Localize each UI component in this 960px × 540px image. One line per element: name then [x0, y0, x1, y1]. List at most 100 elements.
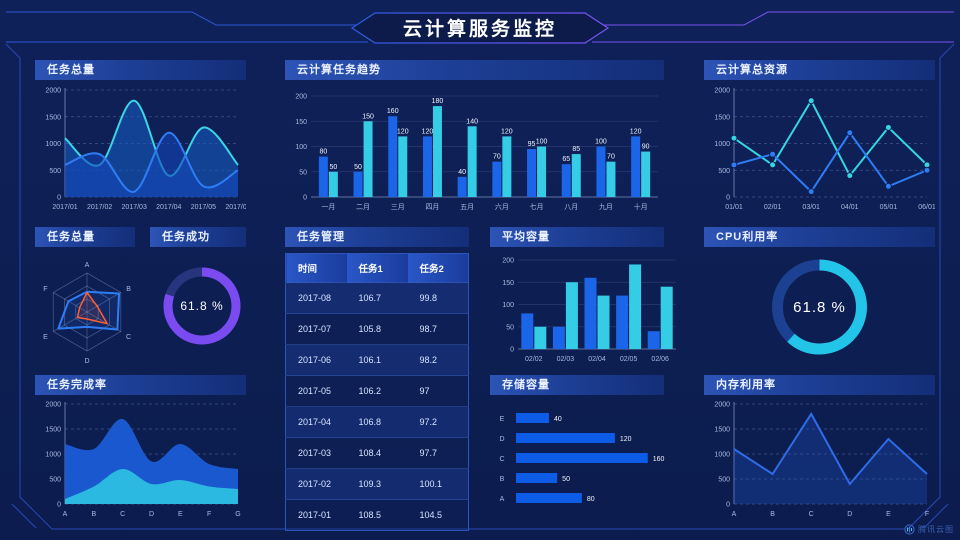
svg-text:120: 120 — [422, 128, 434, 135]
svg-text:160: 160 — [387, 108, 399, 115]
panel-title-avg-capacity: 平均容量 — [490, 227, 664, 247]
svg-text:G: G — [235, 511, 240, 518]
tencent-cloud-logo-icon — [904, 524, 915, 535]
svg-text:D: D — [149, 511, 154, 518]
svg-text:02/05: 02/05 — [620, 356, 638, 363]
svg-text:2017/01: 2017/01 — [52, 204, 77, 211]
svg-text:E: E — [43, 334, 48, 341]
svg-text:七月: 七月 — [530, 202, 544, 211]
svg-text:A: A — [85, 262, 90, 269]
svg-text:四月: 四月 — [425, 203, 439, 211]
svg-text:D: D — [499, 436, 504, 443]
svg-text:0: 0 — [57, 195, 61, 202]
svg-text:五月: 五月 — [460, 203, 474, 211]
svg-text:120: 120 — [397, 128, 409, 135]
svg-text:0: 0 — [510, 347, 514, 354]
svg-text:2000: 2000 — [714, 402, 730, 409]
svg-text:2017/04: 2017/04 — [156, 204, 181, 211]
svg-text:500: 500 — [49, 168, 61, 175]
svg-text:B: B — [770, 511, 775, 518]
table-header-row: 时间 任务1 任务2 — [285, 253, 469, 283]
svg-text:一月: 一月 — [321, 203, 335, 211]
table-row: 2017-03 108.4 97.7 — [285, 437, 469, 469]
panel-title-memory: 内存利用率 — [704, 375, 935, 395]
tasks-total-area-chart: 0 500 1000 1500 2000 2017/01 2017/02 2017/03 201… — [35, 82, 250, 213]
svg-text:2017/06: 2017/06 — [225, 204, 246, 211]
svg-text:70: 70 — [607, 154, 615, 161]
svg-text:180: 180 — [432, 98, 444, 105]
svg-text:50: 50 — [329, 164, 337, 171]
svg-text:1000: 1000 — [45, 141, 61, 148]
svg-text:C: C — [120, 511, 125, 518]
svg-text:05/01: 05/01 — [880, 204, 898, 211]
svg-text:100: 100 — [295, 144, 307, 151]
svg-text:100: 100 — [536, 139, 548, 146]
svg-text:C: C — [809, 511, 814, 518]
table-row: 2017-06 106.1 98.2 — [285, 344, 469, 376]
table-row: 2017-08 106.7 99.8 — [285, 282, 469, 314]
svg-text:1000: 1000 — [714, 141, 730, 148]
svg-text:150: 150 — [502, 280, 514, 287]
svg-text:1000: 1000 — [45, 452, 61, 459]
task-success-gauge: 61.8 % — [152, 246, 252, 366]
table-row: 2017-04 106.8 97.2 — [285, 406, 469, 438]
svg-text:95: 95 — [528, 141, 536, 148]
svg-text:A: A — [63, 511, 68, 518]
trend-bar-chart: 0 50 100 150 200 一月 80 50 二月 50 150 三月 160 120 四月 120 18… — [285, 82, 664, 213]
panel-title-storage: 存储容量 — [490, 375, 664, 395]
svg-text:十月: 十月 — [634, 202, 648, 211]
svg-text:0: 0 — [726, 502, 730, 509]
svg-text:E: E — [178, 511, 183, 518]
svg-text:C: C — [499, 456, 504, 463]
svg-text:1500: 1500 — [45, 114, 61, 121]
svg-text:200: 200 — [295, 94, 307, 101]
panel-title-tasks-radar: 任务总量 — [35, 227, 135, 247]
panel-title-task-success: 任务成功 — [150, 227, 246, 247]
svg-text:2017/03: 2017/03 — [122, 204, 147, 211]
task-table: 时间 任务1 任务2 2017-08 106.7 99.8 2017-07 105.8 9… — [285, 253, 469, 531]
svg-text:120: 120 — [501, 128, 513, 135]
svg-text:120: 120 — [630, 128, 642, 135]
svg-text:50: 50 — [354, 164, 362, 171]
panel-title-cpu: CPU利用率 — [704, 227, 935, 247]
svg-text:50: 50 — [506, 324, 514, 331]
svg-text:B: B — [500, 476, 505, 483]
storage-hbar-chart: E 40 D 120 C 160 B 50 A 80 — [490, 398, 690, 516]
svg-text:2017/02: 2017/02 — [87, 204, 112, 211]
page-title: 云计算服务监控 — [402, 19, 557, 40]
svg-text:02/01: 02/01 — [764, 204, 782, 211]
resources-line-chart: 0 500 1000 1500 2000 01/01 02/01 03/01 04/01 05/0… — [704, 82, 935, 213]
svg-text:E: E — [500, 416, 505, 423]
svg-text:2017/05: 2017/05 — [191, 204, 216, 211]
memory-line-chart: 0 500 1000 1500 2000 A B C D E F — [704, 396, 935, 520]
panel-title-task-manage: 任务管理 — [285, 227, 469, 247]
svg-text:二月: 二月 — [356, 203, 370, 211]
col-time: 时间 — [285, 253, 347, 283]
task-table-body: 2017-08 106.7 99.8 2017-07 105.8 98.7 2017-06 1… — [285, 282, 469, 531]
svg-text:500: 500 — [718, 168, 730, 175]
svg-text:2000: 2000 — [45, 88, 61, 95]
svg-text:02/06: 02/06 — [651, 356, 669, 363]
tasks-radar-chart: A B C D E F — [32, 248, 142, 372]
svg-text:F: F — [207, 511, 211, 518]
svg-text:02/03: 02/03 — [557, 356, 575, 363]
svg-text:0: 0 — [303, 195, 307, 202]
svg-text:1500: 1500 — [45, 427, 61, 434]
svg-text:E: E — [886, 511, 891, 518]
table-row: 2017-07 105.8 98.7 — [285, 313, 469, 345]
svg-text:D: D — [84, 358, 89, 365]
svg-text:50: 50 — [562, 476, 570, 483]
svg-text:九月: 九月 — [599, 202, 613, 211]
svg-text:A: A — [732, 511, 737, 518]
svg-text:85: 85 — [572, 146, 580, 153]
table-row: 2017-02 109.3 100.1 — [285, 468, 469, 500]
svg-text:0: 0 — [57, 502, 61, 509]
completion-area-chart: 0 500 1000 1500 2000 A B C D E F G — [35, 396, 246, 520]
avg-capacity-bar-chart: 0 50 100 150 200 02/02 02/03 02/04 02/05 02/06 — [492, 250, 682, 365]
watermark-label: 腾讯云图 — [918, 525, 954, 534]
cpu-gauge: 61.8 % — [704, 246, 935, 368]
svg-text:150: 150 — [362, 113, 374, 120]
svg-text:1000: 1000 — [714, 452, 730, 459]
svg-text:2000: 2000 — [45, 402, 61, 409]
tencent-cloud-watermark[interactable]: 腾讯云图 — [904, 524, 954, 535]
